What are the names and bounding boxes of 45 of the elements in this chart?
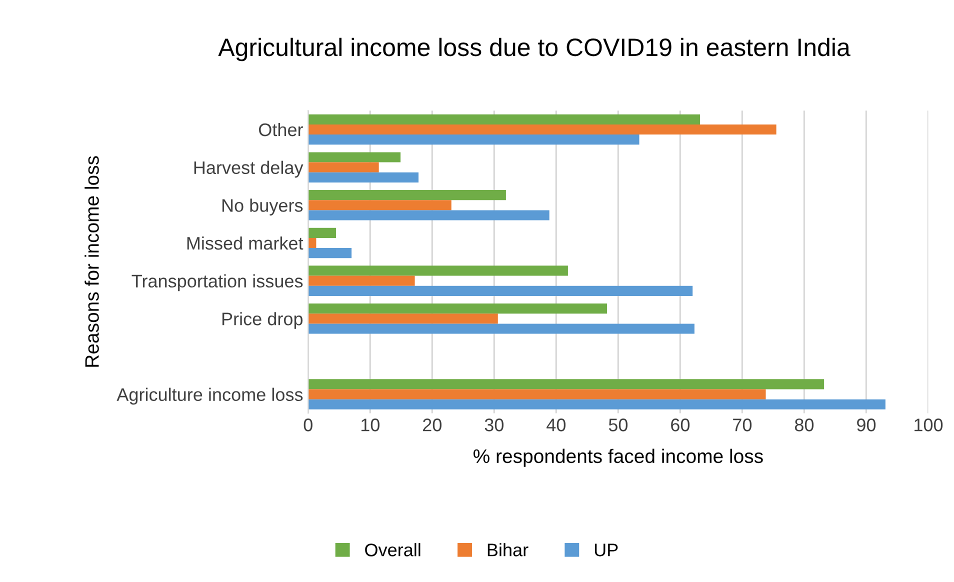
y-tick-label: Other (258, 122, 303, 136)
bar (308, 324, 694, 334)
legend-label: Bihar (488, 543, 528, 556)
bar (308, 276, 415, 286)
y-tick-label: Harvest delay (194, 160, 304, 178)
bar (308, 266, 568, 276)
bar (308, 210, 550, 220)
bar (308, 114, 700, 124)
x-tick-label: 40 (546, 418, 566, 432)
legend-label: Overall (365, 543, 420, 556)
x-tick-label: 90 (857, 418, 876, 432)
chart-title: Agricultural income loss due to COVID19 in eastern India (218, 38, 850, 62)
bar (308, 379, 824, 390)
bar (308, 399, 886, 410)
y-axis-title: Reasons for income loss (84, 156, 99, 367)
x-tick-label: 80 (794, 418, 814, 432)
bar (308, 200, 452, 210)
y-tick-label: Price drop (222, 312, 303, 329)
bar (308, 389, 766, 400)
x-tick-label: 20 (423, 418, 442, 432)
x-tick-label: 70 (733, 418, 752, 432)
x-tick-label: 100 (914, 418, 943, 432)
bar (308, 238, 316, 248)
x-axis-title: % respondents faced income loss (474, 448, 763, 467)
bar (308, 152, 401, 162)
y-tick-label: No buyers (222, 198, 303, 216)
y-tick-label: Agriculture income loss (116, 388, 303, 405)
bar (308, 314, 498, 324)
x-tick-label: 10 (361, 418, 380, 432)
bar (308, 228, 336, 238)
bar (308, 162, 379, 172)
y-tick-label: Missed market (187, 236, 304, 250)
bar (308, 248, 352, 258)
x-tick-label: 60 (671, 418, 690, 432)
y-tick-label: Transportation issues (132, 274, 303, 292)
x-tick-label: 0 (304, 418, 312, 432)
bar (308, 172, 419, 182)
bar (308, 286, 693, 296)
bar (308, 190, 506, 200)
x-tick-label: 30 (484, 418, 504, 432)
legend-label: UP (594, 544, 618, 556)
bar (308, 304, 608, 314)
x-tick-label: 50 (608, 418, 628, 432)
bar (308, 124, 776, 135)
bar (308, 134, 640, 145)
